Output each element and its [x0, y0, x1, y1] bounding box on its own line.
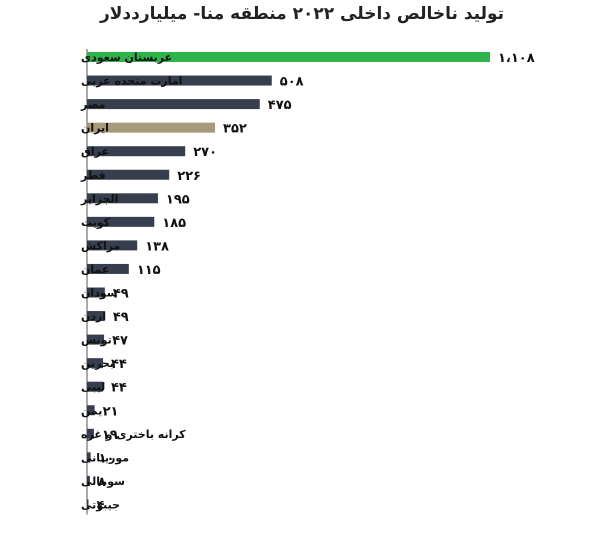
- bar-2: [87, 99, 260, 110]
- category-label-15: یمن: [81, 404, 102, 417]
- bar-10: [87, 287, 105, 298]
- category-label-7: کویت: [81, 216, 111, 229]
- value-label-3: ۳۵۲: [223, 122, 247, 137]
- bar-7: [87, 216, 155, 227]
- category-label-9: عمان: [81, 263, 109, 276]
- category-label-3: ایران: [81, 122, 109, 135]
- bar-9: [87, 263, 129, 274]
- bar-6: [87, 193, 158, 204]
- bar-11: [87, 311, 105, 322]
- category-label-6: الجزایر: [80, 192, 118, 205]
- bar-3: [87, 122, 216, 133]
- bar-19: [87, 499, 89, 510]
- category-label-5: قطر: [80, 169, 106, 182]
- value-label-16: ۱۹: [102, 428, 118, 443]
- bar-4: [87, 146, 186, 157]
- bar-18: [87, 475, 90, 486]
- category-label-11: اردن: [81, 310, 106, 323]
- value-label-1: ۵۰۸: [280, 75, 304, 90]
- value-label-5: ۲۲۶: [177, 169, 201, 184]
- bar-13: [87, 358, 104, 369]
- value-label-6: ۱۹۵: [166, 192, 190, 207]
- bar-17: [87, 452, 91, 463]
- category-label-1: امارت متحده عربی: [81, 75, 182, 88]
- value-label-11: ۴۹: [113, 310, 129, 325]
- category-labels-group: عربستان سعودی امارت متحده عربی مصر ایران عرا…: [80, 51, 186, 511]
- value-labels-group: ۱،۱۰۸۵۰۸۴۷۵۳۵۲۲۷۰۲۲۶۱۹۵۱۸۵۱۳۸۱۱۵۴۹۴۹۴۷۴۴…: [96, 51, 534, 513]
- value-label-19: ۴: [96, 498, 104, 513]
- bar-5: [87, 169, 170, 180]
- bar-14: [87, 381, 104, 392]
- category-label-4: عراق: [81, 145, 109, 158]
- category-label-17: موریتانی: [81, 451, 129, 464]
- bar-12: [87, 334, 105, 345]
- value-label-13: ۴۴: [111, 357, 127, 372]
- category-label-10: سودان: [81, 287, 118, 300]
- category-label-19: جیبوتی: [81, 498, 120, 511]
- bar-0: [87, 52, 490, 62]
- category-label-18: سومالی: [81, 475, 125, 488]
- category-label-13: بحرین: [81, 357, 114, 370]
- category-label-2: مصر: [80, 98, 106, 111]
- bar-8: [87, 240, 138, 251]
- bar-1: [87, 75, 272, 86]
- category-label-0: عربستان سعودی: [81, 51, 172, 64]
- value-label-14: ۴۴: [111, 381, 127, 396]
- value-label-7: ۱۸۵: [162, 216, 186, 231]
- category-label-16: کرانه باختری و غزه: [81, 428, 186, 441]
- value-label-18: ۸: [98, 475, 106, 490]
- value-label-17: ۱۰: [99, 451, 115, 466]
- value-label-8: ۱۳۸: [145, 239, 169, 254]
- value-label-2: ۴۷۵: [268, 98, 292, 113]
- bars-group: [87, 52, 490, 510]
- bar-15: [87, 405, 95, 416]
- value-label-9: ۱۱۵: [137, 263, 161, 278]
- value-label-12: ۴۷: [112, 334, 128, 349]
- category-label-8: مراکش: [81, 239, 120, 252]
- category-label-12: تونس: [81, 334, 112, 347]
- category-label-14: لیبی: [81, 381, 105, 394]
- value-label-4: ۲۷۰: [193, 145, 217, 160]
- value-label-10: ۴۹: [113, 287, 129, 302]
- value-label-15: ۲۱: [103, 404, 119, 419]
- chart-title: تولید ناخالص داخلی ۲۰۲۲ منطقه منا- میلیا…: [99, 4, 504, 24]
- value-label-0: ۱،۱۰۸: [498, 51, 535, 66]
- bar-16: [87, 428, 94, 439]
